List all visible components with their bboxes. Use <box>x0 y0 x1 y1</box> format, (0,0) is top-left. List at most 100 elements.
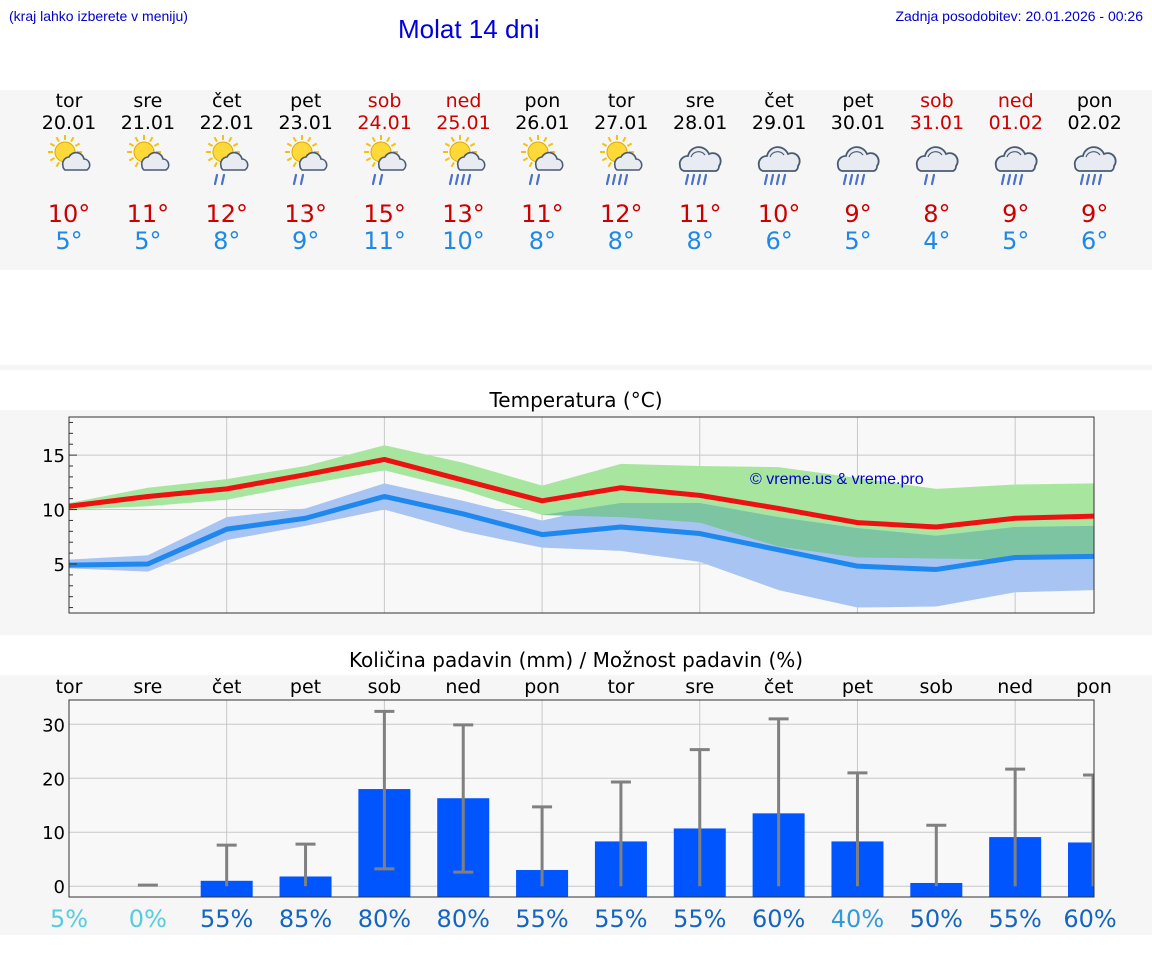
day-name: sre <box>685 90 715 112</box>
error-bar <box>374 709 395 871</box>
sun-cloud-rain-icon <box>438 135 490 188</box>
error-bar <box>216 843 237 887</box>
sun-cloud-light-rain-icon <box>280 135 332 188</box>
x-category-label: sob <box>368 676 402 698</box>
temp-min: 5° <box>55 227 83 255</box>
day-name: ned <box>997 90 1034 112</box>
day-date: 27.01 <box>594 112 649 134</box>
x-category-label: pet <box>842 676 873 698</box>
precip-chance-label: 55% <box>673 905 726 933</box>
precip-bar <box>200 880 253 897</box>
day-name: pon <box>1076 90 1113 112</box>
forecast-day: pet 23.01 13° 9° <box>266 90 346 260</box>
temp-max: 13° <box>284 200 327 228</box>
precip-chance-label: 55% <box>200 905 253 933</box>
day-date: 23.01 <box>278 112 333 134</box>
x-category-label: pon <box>1076 676 1112 698</box>
temp-max: 11° <box>521 200 564 228</box>
forecast-day: pon 02.02 9° 6° <box>1055 90 1135 260</box>
page-title: Molat 14 dni <box>398 14 540 44</box>
day-name: ned <box>445 90 482 112</box>
temp-max: 13° <box>442 200 485 228</box>
x-category-label: tor <box>607 676 634 698</box>
temp-min: 4° <box>923 227 951 255</box>
precip-chance-label: 55% <box>988 905 1041 933</box>
precip-chance-label: 40% <box>831 905 884 933</box>
x-category-label: čet <box>212 676 242 698</box>
x-category-label: tor <box>56 676 83 698</box>
temp-min: 6° <box>765 227 793 255</box>
sun-cloud-icon <box>122 135 174 188</box>
error-bar <box>295 842 316 887</box>
error-bar <box>610 780 631 887</box>
day-date: 29.01 <box>751 112 807 134</box>
temp-min: 5° <box>844 227 872 255</box>
precip-chance-label: 80% <box>437 905 490 933</box>
precip-chance-label: 50% <box>910 905 963 933</box>
precipitation-chart-title: Količina padavin (mm) / Možnost padavin … <box>348 648 804 672</box>
error-bar <box>137 883 158 887</box>
temperature-chart-title: Temperatura (°C) <box>489 388 663 412</box>
precip-chance-label: 55% <box>515 905 568 933</box>
forecast-day: tor 20.01 10° 5° <box>29 90 109 260</box>
min-temp-line <box>68 493 1095 572</box>
day-name: sob <box>920 90 954 112</box>
temp-max: 12° <box>205 200 249 228</box>
day-date: 24.01 <box>357 112 412 134</box>
temp-max: 12° <box>600 200 643 228</box>
temp-min: 9° <box>292 227 320 255</box>
temp-max: 9° <box>844 200 872 228</box>
forecast-day: sre 28.01 11° 8° <box>660 90 740 260</box>
error-bar <box>689 748 710 887</box>
overlap-range-band <box>69 470 1094 560</box>
temp-min: 10° <box>442 227 485 255</box>
day-name: sob <box>367 90 402 112</box>
divider <box>0 365 1152 370</box>
day-name: tor <box>607 90 635 112</box>
error-bar <box>768 717 789 887</box>
day-date: 02.02 <box>1067 112 1122 134</box>
temp-max: 10° <box>47 200 91 228</box>
day-name: čet <box>764 90 794 112</box>
error-bar <box>1083 773 1095 887</box>
day-name: pon <box>524 90 561 112</box>
temp-min: 11° <box>363 227 406 255</box>
error-bar <box>453 723 474 874</box>
forecast-day: pet 30.01 9° 5° <box>818 90 898 260</box>
day-name: tor <box>55 90 83 112</box>
sun-cloud-light-rain-icon <box>201 135 253 188</box>
plot-frame <box>68 699 1095 898</box>
temp-min: 8° <box>528 227 557 255</box>
day-name: pet <box>842 90 874 112</box>
x-category-label: ned <box>445 676 481 698</box>
temp-max: 8° <box>923 200 951 228</box>
day-name: pet <box>290 90 322 112</box>
cloud-rain-icon <box>674 136 726 188</box>
forecast-day: čet 22.01 12° 8° <box>187 90 267 260</box>
temp-min: 5° <box>134 227 162 255</box>
day-name: čet <box>212 90 242 112</box>
precip-chance-label: 60% <box>752 905 805 933</box>
sun-cloud-light-rain-icon <box>516 135 568 188</box>
y-tick-label: 10 <box>42 501 65 522</box>
temp-max: 9° <box>1081 200 1109 228</box>
forecast-day: čet 29.01 10° 6° <box>739 90 819 260</box>
day-date: 20.01 <box>41 112 97 134</box>
cloud-rain-icon <box>990 136 1042 188</box>
day-date: 31.01 <box>909 112 965 134</box>
day-date: 01.02 <box>988 112 1043 134</box>
day-date: 25.01 <box>436 112 491 134</box>
precip-chance-label: 5% <box>50 905 88 933</box>
forecast-day: pon 26.01 11° 8° <box>502 90 582 260</box>
day-date: 26.01 <box>515 112 570 134</box>
cloud-rain-icon <box>1069 136 1121 188</box>
temp-min: 6° <box>1081 227 1109 255</box>
precip-chance-label: 60% <box>1063 905 1116 933</box>
precip-chance-label: 85% <box>279 905 332 933</box>
temp-min: 8° <box>213 227 241 255</box>
sun-cloud-icon <box>43 135 95 188</box>
x-category-label: sre <box>133 676 162 698</box>
error-bar <box>847 771 868 887</box>
forecast-day: tor 27.01 12° 8° <box>581 90 661 260</box>
